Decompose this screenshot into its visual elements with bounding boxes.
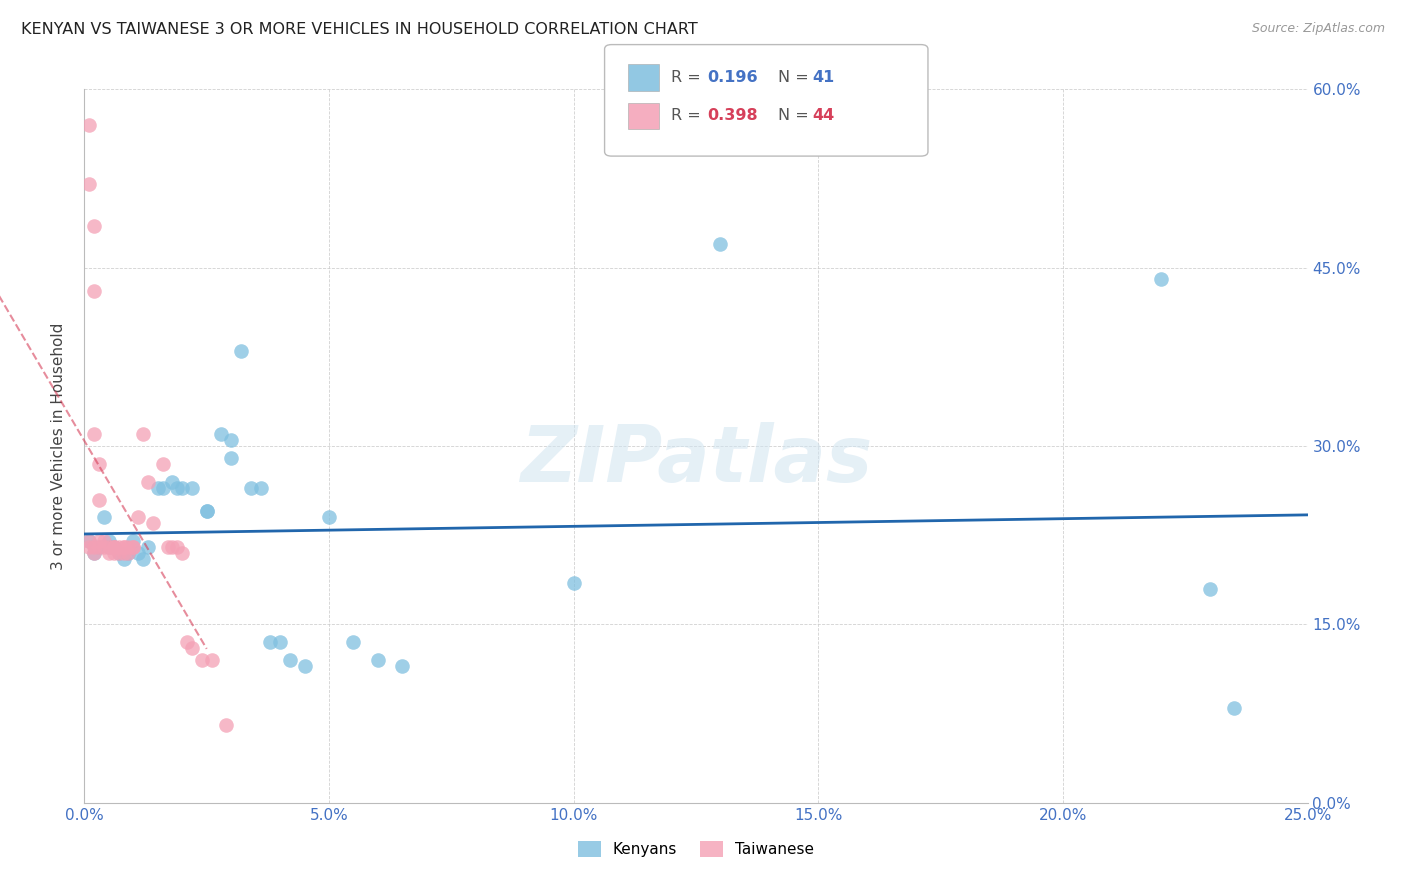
- Point: [367, 653, 389, 667]
- Point: [162, 475, 184, 489]
- Point: [176, 635, 198, 649]
- Point: [117, 546, 139, 560]
- Point: [77, 540, 100, 554]
- Point: [162, 540, 184, 554]
- Point: [191, 653, 214, 667]
- Point: [117, 546, 139, 560]
- Point: [87, 492, 110, 507]
- Point: [77, 534, 100, 549]
- Point: [259, 635, 281, 649]
- Point: [269, 635, 291, 649]
- Point: [122, 534, 145, 549]
- Point: [103, 540, 125, 554]
- Point: [181, 481, 204, 495]
- Point: [1150, 272, 1173, 286]
- Point: [112, 540, 135, 554]
- Point: [117, 540, 139, 554]
- Point: [97, 540, 120, 554]
- Point: [97, 546, 120, 560]
- Point: [294, 659, 316, 673]
- Legend: Kenyans, Taiwanese: Kenyans, Taiwanese: [572, 835, 820, 863]
- Point: [77, 118, 100, 132]
- Point: [172, 546, 194, 560]
- Point: [97, 534, 120, 549]
- Point: [181, 641, 204, 656]
- Text: ZIPatlas: ZIPatlas: [520, 422, 872, 499]
- Point: [87, 540, 110, 554]
- Point: [103, 546, 125, 560]
- Point: [195, 504, 218, 518]
- Point: [342, 635, 364, 649]
- Point: [132, 427, 155, 442]
- Point: [195, 504, 218, 518]
- Point: [172, 481, 194, 495]
- Text: 41: 41: [813, 70, 835, 85]
- Point: [112, 552, 135, 566]
- Point: [562, 575, 585, 590]
- Point: [166, 481, 188, 495]
- Point: [112, 546, 135, 560]
- Point: [77, 534, 100, 549]
- Point: [87, 457, 110, 471]
- Point: [107, 540, 129, 554]
- Point: [709, 236, 731, 251]
- Point: [122, 540, 145, 554]
- Text: 0.398: 0.398: [707, 109, 758, 123]
- Point: [122, 540, 145, 554]
- Point: [87, 540, 110, 554]
- Point: [87, 534, 110, 549]
- Point: [136, 540, 159, 554]
- Point: [278, 653, 301, 667]
- Text: Source: ZipAtlas.com: Source: ZipAtlas.com: [1251, 22, 1385, 36]
- Point: [249, 481, 271, 495]
- Point: [77, 178, 100, 192]
- Point: [146, 481, 169, 495]
- Point: [83, 219, 105, 233]
- Y-axis label: 3 or more Vehicles in Household: 3 or more Vehicles in Household: [51, 322, 66, 570]
- Point: [136, 475, 159, 489]
- Point: [93, 540, 115, 554]
- Point: [93, 534, 115, 549]
- Point: [152, 481, 174, 495]
- Point: [107, 546, 129, 560]
- Point: [97, 540, 120, 554]
- Point: [391, 659, 413, 673]
- Text: KENYAN VS TAIWANESE 3 OR MORE VEHICLES IN HOUSEHOLD CORRELATION CHART: KENYAN VS TAIWANESE 3 OR MORE VEHICLES I…: [21, 22, 697, 37]
- Point: [107, 546, 129, 560]
- Point: [200, 653, 222, 667]
- Point: [103, 540, 125, 554]
- Point: [103, 540, 125, 554]
- Point: [83, 546, 105, 560]
- Text: N =: N =: [778, 109, 814, 123]
- Point: [83, 285, 105, 299]
- Point: [215, 718, 238, 732]
- Point: [209, 427, 232, 442]
- Point: [83, 427, 105, 442]
- Point: [239, 481, 262, 495]
- Text: 0.196: 0.196: [707, 70, 758, 85]
- Point: [166, 540, 188, 554]
- Point: [83, 540, 105, 554]
- Text: 44: 44: [813, 109, 835, 123]
- Text: R =: R =: [671, 70, 706, 85]
- Point: [127, 546, 149, 560]
- Point: [127, 510, 149, 524]
- Point: [1198, 582, 1220, 596]
- Text: N =: N =: [778, 70, 814, 85]
- Point: [1223, 700, 1246, 714]
- Point: [132, 552, 155, 566]
- Point: [229, 343, 252, 358]
- Point: [93, 510, 115, 524]
- Point: [83, 546, 105, 560]
- Point: [219, 450, 242, 465]
- Text: R =: R =: [671, 109, 706, 123]
- Point: [152, 457, 174, 471]
- Point: [142, 516, 165, 531]
- Point: [219, 433, 242, 447]
- Point: [156, 540, 179, 554]
- Point: [103, 540, 125, 554]
- Point: [112, 540, 135, 554]
- Point: [318, 510, 340, 524]
